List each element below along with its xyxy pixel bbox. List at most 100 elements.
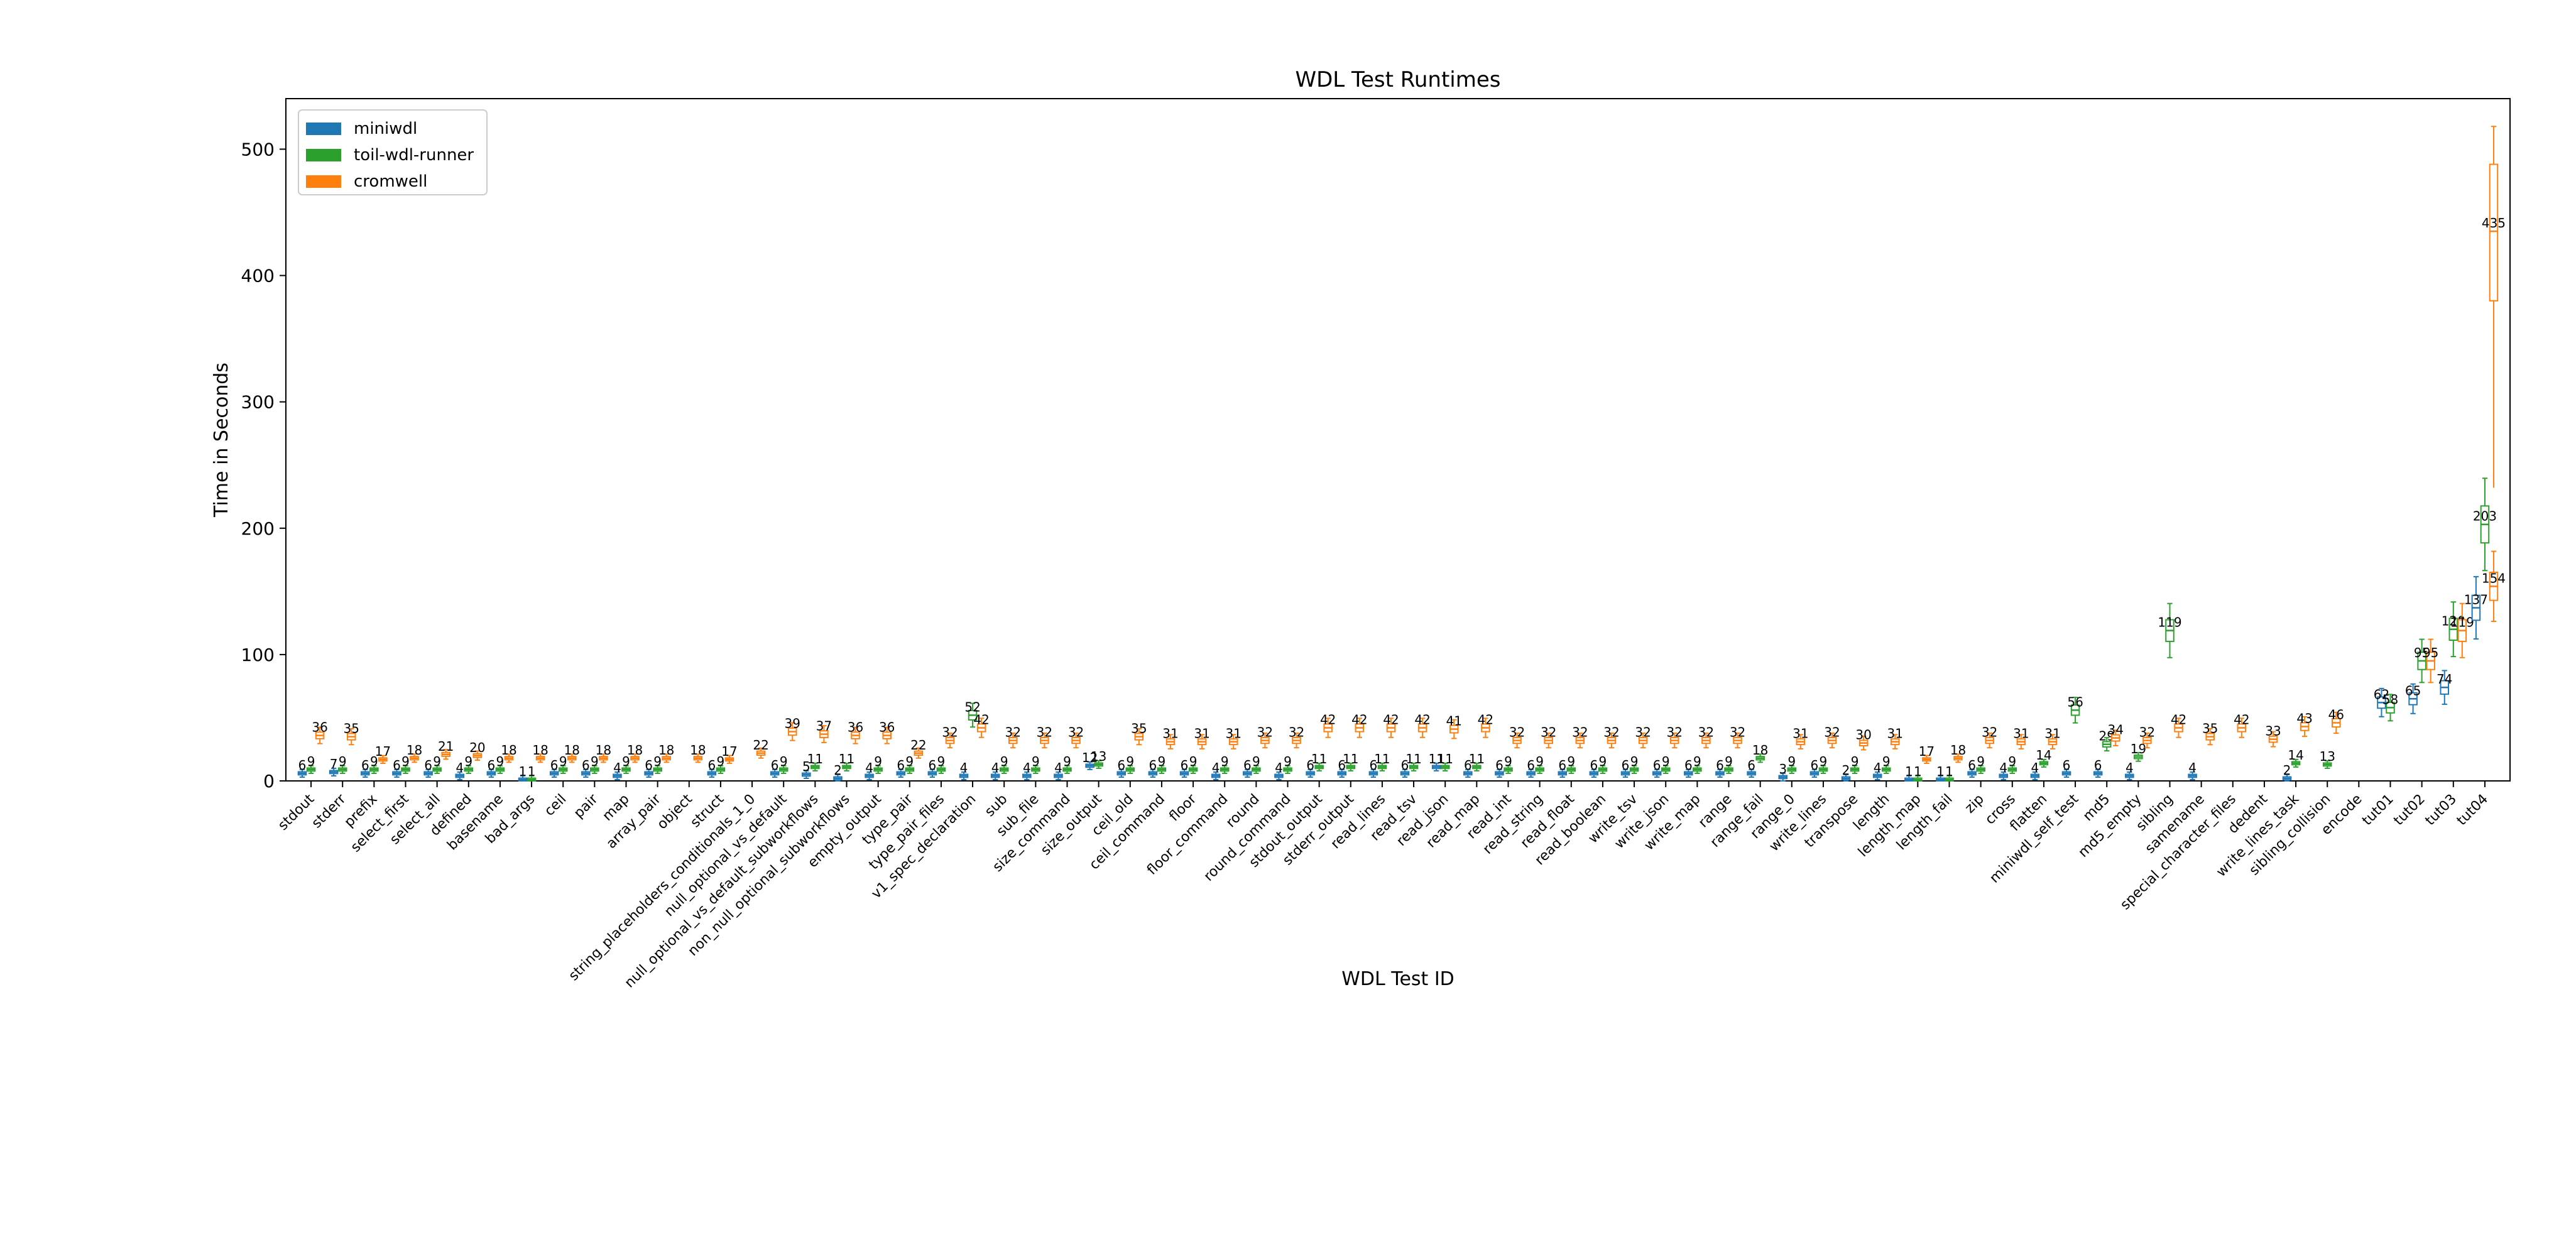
box-median-label: 9 xyxy=(1787,754,1796,769)
box-median-label: 6 xyxy=(1117,758,1125,773)
box-median-label: 18 xyxy=(501,743,516,758)
box-median-label: 18 xyxy=(407,743,422,758)
box-median-label: 36 xyxy=(312,720,327,735)
box-median-label: 36 xyxy=(879,720,895,735)
box-median-label: 435 xyxy=(2482,215,2506,231)
box-median-label: 9 xyxy=(1158,754,1166,769)
box-median-label: 32 xyxy=(1667,725,1683,740)
x-tick-label: ceil xyxy=(542,792,569,819)
box-median-label: 6 xyxy=(550,758,559,773)
box-median-label: 42 xyxy=(2234,712,2249,728)
box-median-label: 6 xyxy=(1338,758,1346,773)
box-median-label: 9 xyxy=(1126,754,1134,769)
box-median-label: 9 xyxy=(1977,754,1985,769)
box-median-label: 9 xyxy=(1504,754,1512,769)
box-median-label: 2 xyxy=(1842,763,1850,778)
box-median-label: 4 xyxy=(613,760,621,775)
box-median-label: 32 xyxy=(1289,725,1304,740)
box-median-label: 6 xyxy=(424,758,432,773)
box-median-label: 9 xyxy=(1000,754,1008,769)
box-median-label: 6 xyxy=(1464,758,1472,773)
box-median-label: 35 xyxy=(2202,721,2218,736)
box-median-label: 4 xyxy=(2126,760,2134,775)
box-median-label: 18 xyxy=(1752,743,1768,758)
box-median-label: 13 xyxy=(2319,749,2335,764)
box-median-label: 1 xyxy=(528,764,536,779)
box-median-label: 119 xyxy=(2158,615,2181,630)
box-median-label: 1 xyxy=(1945,764,1953,779)
x-tick-label: pair xyxy=(571,791,601,821)
box-median-label: 6 xyxy=(1716,758,1724,773)
box-median-label: 43 xyxy=(2296,711,2312,726)
box-median-label: 42 xyxy=(2171,712,2186,728)
box-median-label: 13 xyxy=(1091,749,1106,764)
box-median-label: 9 xyxy=(1599,754,1607,769)
box-median-label: 6 xyxy=(645,758,653,773)
legend-label: miniwdl xyxy=(354,119,417,138)
legend-swatch xyxy=(306,175,341,188)
box-median-label: 20 xyxy=(469,740,485,755)
box-median-label: 4 xyxy=(1054,760,1062,775)
box-median-label: 62 xyxy=(2374,687,2389,702)
box-median-label: 37 xyxy=(816,719,832,734)
x-tick-label: stderr xyxy=(309,791,350,832)
box-median-label: 9 xyxy=(1063,754,1071,769)
box-median-label: 95 xyxy=(2423,645,2438,660)
box-median-label: 9 xyxy=(401,754,410,769)
box-median-label: 46 xyxy=(2328,707,2344,722)
y-tick-label: 100 xyxy=(241,645,275,665)
box-median-label: 6 xyxy=(1811,758,1819,773)
box-median-label: 9 xyxy=(937,754,946,769)
box-median-label: 32 xyxy=(1698,725,1714,740)
box-median-label: 9 xyxy=(1221,754,1229,769)
box-median-label: 4 xyxy=(960,760,968,775)
box-median-label: 42 xyxy=(1320,712,1336,728)
box-median-label: 9 xyxy=(780,754,788,769)
box-median-label: 17 xyxy=(1919,744,1935,759)
box-median-label: 18 xyxy=(627,743,643,758)
box-median-label: 56 xyxy=(2067,694,2083,709)
box-median-label: 4 xyxy=(1275,760,1283,775)
box-median-label: 65 xyxy=(2405,683,2421,698)
legend-swatch xyxy=(306,149,341,161)
y-tick-label: 400 xyxy=(241,266,275,286)
box-median-label: 9 xyxy=(559,754,567,769)
box-median-label: 33 xyxy=(2265,724,2281,739)
box-median-label: 11 xyxy=(807,751,823,766)
box-median-label: 6 xyxy=(1684,758,1693,773)
box-median-label: 4 xyxy=(2031,760,2039,775)
box-median-label: 4 xyxy=(865,760,873,775)
legend-label: toil-wdl-runner xyxy=(354,146,474,165)
y-tick-label: 200 xyxy=(241,518,275,539)
box-median-label: 1 xyxy=(1914,764,1922,779)
box-median-label: 42 xyxy=(1478,712,1493,728)
box-median-label: 6 xyxy=(1622,758,1630,773)
box-median-label: 3 xyxy=(1779,761,1787,777)
box-median-label: 11 xyxy=(1343,751,1358,766)
box-median-label: 32 xyxy=(1257,725,1273,740)
box-median-label: 2 xyxy=(2283,763,2291,778)
box-median-label: 9 xyxy=(1820,754,1828,769)
box-median-label: 31 xyxy=(1793,726,1808,741)
box-median-label: 32 xyxy=(1541,725,1556,740)
box-median-label: 9 xyxy=(370,754,378,769)
box-median-label: 1 xyxy=(519,764,527,779)
box-median-label: 9 xyxy=(717,754,725,769)
box-median-label: 9 xyxy=(1032,754,1040,769)
y-tick-label: 300 xyxy=(241,392,275,413)
box-median-label: 31 xyxy=(1162,726,1178,741)
box-median-label: 39 xyxy=(785,716,800,731)
box-median-label: 11 xyxy=(1374,751,1390,766)
box-median-label: 58 xyxy=(2382,692,2398,707)
box-median-label: 11 xyxy=(1311,751,1327,766)
box-median-label: 6 xyxy=(361,758,369,773)
box-median-label: 6 xyxy=(1495,758,1504,773)
box-median-label: 31 xyxy=(1887,726,1903,741)
box-median-label: 32 xyxy=(1509,725,1525,740)
box-median-label: 30 xyxy=(1855,728,1871,743)
x-tick-label: zip xyxy=(1962,792,1987,817)
box-median-label: 17 xyxy=(721,744,737,759)
box-median-label: 74 xyxy=(2437,672,2452,687)
box-median-label: 6 xyxy=(1968,758,1976,773)
legend-box xyxy=(298,109,488,195)
